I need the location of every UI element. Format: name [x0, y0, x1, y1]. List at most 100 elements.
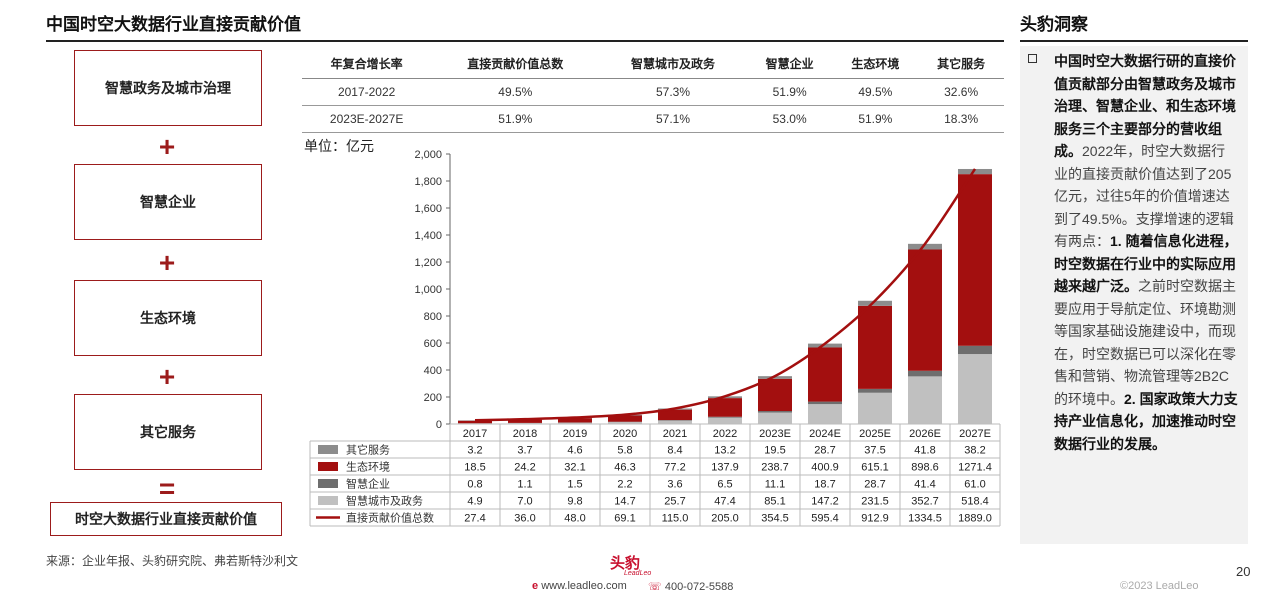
y-tick-label: 2,000	[414, 149, 442, 161]
insight-normal: 2022年，时空大数据行业的直接贡献价值达到了205亿元，过往5年的价值增速达到…	[1054, 143, 1234, 249]
component-label: 智慧政务及城市治理	[105, 80, 231, 96]
component-box-enterprise: 智慧企业	[74, 164, 262, 240]
y-tick-label: 1,000	[414, 284, 442, 296]
table-value: 69.1	[614, 513, 635, 525]
cagr-cell: 57.3%	[599, 78, 747, 106]
insight-bold: 1. 随着信息化进程，时空数据在行业中的实际应用越来越广泛。	[1054, 233, 1238, 294]
x-tick-label: 2021	[663, 428, 687, 440]
table-value: 85.1	[764, 496, 785, 508]
table-row: 2017-2022 49.5% 57.3% 51.9% 49.5% 32.6%	[302, 78, 1004, 106]
bar-segment	[708, 416, 742, 418]
y-tick-label: 1,800	[414, 176, 442, 188]
table-row: 2023E-2027E 51.9% 57.1% 53.0% 51.9% 18.3…	[302, 105, 1004, 133]
insight-divider	[1020, 40, 1248, 42]
table-value: 41.8	[914, 445, 935, 457]
table-value: 36.0	[514, 513, 535, 525]
insight-title: 头豹洞察	[1020, 15, 1088, 34]
table-value: 18.5	[464, 462, 485, 474]
table-value: 27.4	[464, 513, 485, 525]
component-label: 生态环境	[140, 310, 196, 326]
table-value: 13.2	[714, 445, 735, 457]
insight-bold: 2. 国家政策大力支持产业信息化，加速推动时空数据行业的发展。	[1054, 390, 1238, 452]
table-value: 47.4	[714, 496, 735, 508]
website-link[interactable]: e www.leadleo.com	[532, 580, 627, 592]
table-value: 912.9	[861, 513, 889, 525]
legend-swatch	[318, 445, 338, 454]
legend-label: 智慧城市及政务	[346, 494, 423, 508]
bar-segment	[558, 422, 592, 424]
cagr-header: 智慧城市及政务	[599, 48, 747, 79]
table-value: 61.0	[964, 479, 985, 491]
table-value: 25.7	[664, 496, 685, 508]
table-value: 14.7	[614, 496, 635, 508]
table-value: 238.7	[761, 462, 789, 474]
bar-segment	[908, 376, 942, 424]
table-value: 595.4	[811, 513, 839, 525]
x-tick-label: 2024E	[809, 428, 841, 440]
table-value: 1889.0	[958, 513, 992, 525]
bar-segment	[908, 370, 942, 377]
table-value: 3.6	[667, 479, 682, 491]
title-divider	[46, 40, 1004, 42]
table-value: 6.5	[717, 479, 732, 491]
table-value: 7.0	[517, 496, 532, 508]
table-value: 147.2	[811, 496, 839, 508]
table-value: 2.2	[617, 479, 632, 491]
table-value: 231.5	[861, 496, 889, 508]
y-tick-label: 600	[424, 338, 442, 350]
x-tick-label: 2020	[613, 428, 637, 440]
bar-segment	[808, 401, 842, 405]
x-tick-label: 2027E	[959, 428, 991, 440]
table-value: 32.1	[564, 462, 585, 474]
bar-segment	[808, 343, 842, 348]
table-value: 48.0	[564, 513, 585, 525]
website-text: www.leadleo.com	[541, 580, 627, 592]
x-tick-label: 2026E	[909, 428, 941, 440]
table-value: 37.5	[864, 445, 885, 457]
table-value: 5.8	[617, 445, 632, 457]
source-note: 来源：企业年报、头豹研究院、弗若斯特沙利文	[46, 554, 299, 568]
bar-segment	[908, 243, 942, 250]
bar-segment	[858, 392, 892, 424]
cagr-cell: 18.3%	[918, 105, 1004, 133]
table-value: 1271.4	[958, 462, 992, 474]
y-tick-label: 0	[436, 419, 442, 431]
cagr-header: 生态环境	[832, 48, 919, 79]
table-value: 19.5	[764, 445, 785, 457]
component-box-gov: 智慧政务及城市治理	[74, 50, 262, 126]
bar-segment	[658, 420, 692, 424]
bar-segment	[958, 168, 992, 175]
cagr-cell: 57.1%	[599, 105, 747, 133]
bar-segment	[458, 420, 492, 424]
cagr-cell: 51.9%	[832, 105, 919, 133]
table-value: 46.3	[614, 462, 635, 474]
y-tick-label: 1,200	[414, 257, 442, 269]
component-box-other: 其它服务	[74, 394, 262, 470]
component-label: 时空大数据行业直接贡献价值	[75, 511, 257, 527]
globe-icon: e	[532, 580, 539, 592]
insight-bold: 中国时空大数据行研的直接价值贡献部分由智慧政务及城市治理、智慧企业、和生态环境服…	[1054, 53, 1236, 159]
table-value: 38.2	[964, 445, 985, 457]
y-tick-label: 200	[424, 392, 442, 404]
phone-text: 400-072-5588	[664, 581, 734, 593]
table-value: 205.0	[711, 513, 739, 525]
insight-panel	[1020, 46, 1248, 544]
cagr-cell: 49.5%	[431, 78, 600, 106]
cagr-header: 年复合增长率	[302, 48, 432, 79]
phone-number: ☏ 400-072-5588	[648, 580, 733, 593]
cagr-cell: 2017-2022	[302, 78, 432, 106]
checkbox-bullet-icon	[1028, 54, 1037, 63]
table-value: 898.6	[911, 462, 939, 474]
table-value: 0.8	[467, 479, 482, 491]
cagr-cell: 49.5%	[832, 78, 919, 106]
legend-label: 直接贡献价值总数	[346, 511, 434, 525]
x-tick-label: 2017	[463, 428, 487, 440]
legend-swatch	[318, 479, 338, 488]
legend-label: 生态环境	[346, 460, 390, 474]
legend-label: 智慧企业	[346, 477, 390, 491]
bar-segment	[808, 404, 842, 424]
bar-segment	[758, 378, 792, 412]
bar-segment	[758, 411, 792, 413]
bar-segment	[858, 388, 892, 393]
legend-label: 其它服务	[346, 443, 390, 457]
